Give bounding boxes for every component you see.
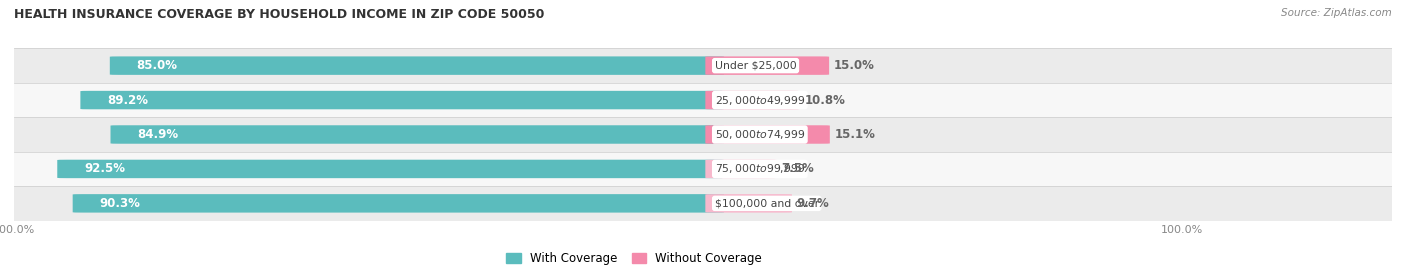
FancyBboxPatch shape [58,160,724,178]
Text: $75,000 to $99,999: $75,000 to $99,999 [714,162,806,175]
Text: 90.3%: 90.3% [100,197,141,210]
FancyBboxPatch shape [706,194,792,213]
FancyBboxPatch shape [706,125,830,144]
Bar [14,152,1392,186]
FancyBboxPatch shape [73,194,724,213]
Text: $100,000 and over: $100,000 and over [714,198,818,208]
Text: Under $25,000: Under $25,000 [714,61,796,71]
Bar [14,48,1392,83]
FancyBboxPatch shape [706,91,800,109]
Text: 9.7%: 9.7% [797,197,830,210]
FancyBboxPatch shape [80,91,724,109]
Text: 15.1%: 15.1% [835,128,876,141]
Text: $50,000 to $74,999: $50,000 to $74,999 [714,128,806,141]
Text: HEALTH INSURANCE COVERAGE BY HOUSEHOLD INCOME IN ZIP CODE 50050: HEALTH INSURANCE COVERAGE BY HOUSEHOLD I… [14,8,544,21]
Text: 7.5%: 7.5% [782,162,814,175]
Bar [14,186,1392,221]
Bar [14,83,1392,117]
Text: 85.0%: 85.0% [136,59,177,72]
Legend: With Coverage, Without Coverage: With Coverage, Without Coverage [502,247,766,269]
Bar [14,117,1392,152]
Text: $25,000 to $49,999: $25,000 to $49,999 [714,94,806,107]
Text: 92.5%: 92.5% [84,162,125,175]
Text: Source: ZipAtlas.com: Source: ZipAtlas.com [1281,8,1392,18]
FancyBboxPatch shape [110,56,724,75]
Text: 89.2%: 89.2% [107,94,148,107]
FancyBboxPatch shape [706,160,776,178]
Text: 84.9%: 84.9% [138,128,179,141]
Text: 10.8%: 10.8% [804,94,845,107]
Text: 15.0%: 15.0% [834,59,875,72]
FancyBboxPatch shape [111,125,724,144]
FancyBboxPatch shape [706,56,830,75]
